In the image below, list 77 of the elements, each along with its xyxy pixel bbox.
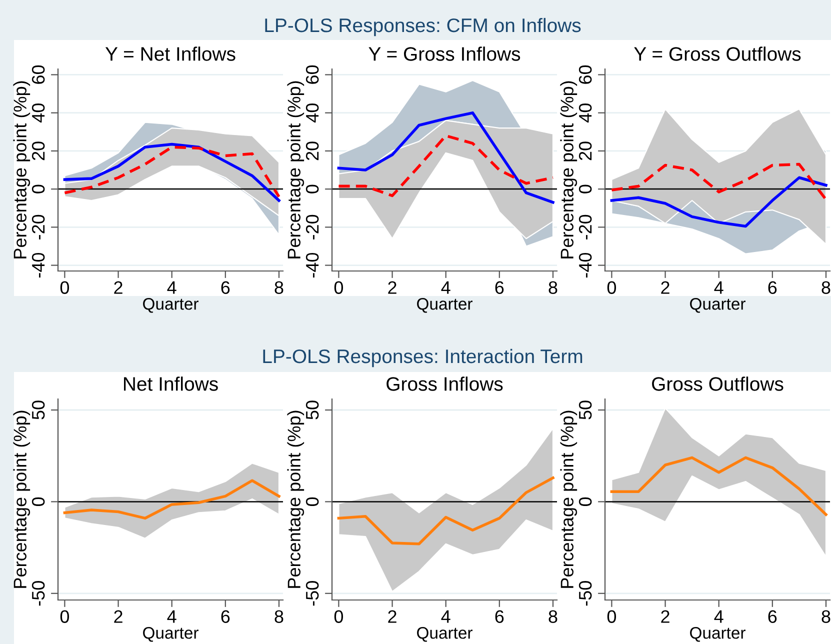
- x-tick-label: 6: [768, 281, 777, 294]
- y-tick-label: 50: [306, 400, 319, 420]
- text: LP-OLS Responses: Interaction Term: [263, 348, 582, 368]
- x-tick-label: 0: [334, 610, 344, 623]
- y-tick-label: 0: [32, 184, 45, 194]
- x-tick-label: 2: [661, 281, 670, 294]
- y-axis-title: Percentage point (%p): [287, 410, 304, 588]
- x-tick-label: 8: [822, 281, 830, 294]
- x-tick-label: 2: [114, 610, 122, 623]
- x-tick-label: 4: [714, 281, 724, 294]
- y-tick-label: 0: [306, 184, 319, 194]
- y-axis-title: Percentage point (%p): [560, 81, 578, 258]
- x-tick-label: 8: [548, 281, 558, 294]
- y-tick-label: -50: [306, 581, 319, 606]
- chart-title: Y = Gross Inflows: [368, 46, 520, 61]
- x-tick-label: 0: [607, 610, 616, 623]
- x-tick-label: 2: [661, 610, 670, 623]
- x-axis-title: Quarter: [690, 626, 746, 642]
- y-tick-label: 0: [306, 497, 319, 506]
- y-axis-title: Percentage point (%p): [560, 410, 578, 588]
- x-axis-title: Quarter: [417, 626, 472, 642]
- x-tick-label: 2: [388, 610, 396, 623]
- chart-title: Y = Gross Outflows: [634, 46, 801, 61]
- x-axis-title: Quarter: [417, 298, 472, 313]
- x-tick-label: 4: [167, 610, 176, 623]
- x-tick-label: 4: [167, 281, 176, 294]
- text: LP-OLS Responses: CFM on Inflows: [265, 18, 581, 36]
- y-tick-label: -40: [32, 252, 45, 278]
- x-tick-label: 0: [60, 281, 70, 294]
- y-tick-label: 60: [578, 65, 592, 84]
- x-axis-title: Quarter: [690, 298, 746, 313]
- y-tick-label: -50: [578, 581, 592, 606]
- chart-title: Gross Outflows: [652, 376, 784, 391]
- y-tick-label: -40: [578, 252, 592, 278]
- x-tick-label: 4: [714, 610, 724, 623]
- x-tick-label: 8: [548, 610, 558, 623]
- y-axis-title: Percentage point (%p): [13, 410, 30, 588]
- chart-title: Gross Inflows: [386, 376, 503, 391]
- y-tick-label: -50: [32, 581, 45, 606]
- x-tick-label: 6: [768, 610, 777, 623]
- y-axis-title: Percentage point (%p): [287, 81, 304, 258]
- y-tick-label: 0: [32, 497, 45, 506]
- x-axis-title: Quarter: [143, 298, 198, 313]
- y-tick-label: 0: [578, 184, 592, 194]
- y-tick-label: 20: [306, 142, 319, 160]
- y-tick-label: 40: [578, 103, 592, 122]
- chart-title: Y = Net Inflows: [105, 46, 236, 61]
- x-tick-label: 6: [221, 610, 230, 623]
- x-tick-label: 2: [388, 281, 396, 294]
- x-tick-label: 8: [822, 610, 830, 623]
- y-tick-label: 60: [306, 65, 319, 84]
- x-axis-title: Quarter: [143, 626, 198, 642]
- x-tick-label: 0: [60, 610, 70, 623]
- y-tick-label: 20: [578, 142, 592, 160]
- y-axis-title: Percentage point (%p): [13, 81, 30, 258]
- x-tick-label: 6: [495, 281, 504, 294]
- y-tick-label: 40: [306, 103, 319, 122]
- y-tick-label: -20: [306, 214, 319, 240]
- y-tick-label: 20: [32, 142, 45, 160]
- y-tick-label: -20: [32, 214, 45, 240]
- y-tick-label: -40: [306, 252, 319, 278]
- x-tick-label: 6: [495, 610, 504, 623]
- chart-title: Net Inflows: [124, 376, 218, 391]
- x-tick-label: 0: [334, 281, 344, 294]
- y-tick-label: 0: [578, 497, 592, 506]
- x-tick-label: 6: [221, 281, 230, 294]
- x-tick-label: 8: [274, 281, 284, 294]
- y-tick-label: 40: [32, 103, 45, 122]
- y-tick-label: 50: [32, 400, 45, 420]
- y-tick-label: -20: [578, 214, 592, 240]
- x-tick-label: 8: [274, 610, 284, 623]
- x-tick-label: 4: [441, 610, 450, 623]
- y-tick-label: 60: [32, 65, 45, 84]
- x-tick-label: 4: [441, 281, 450, 294]
- y-tick-label: 50: [578, 400, 592, 420]
- x-tick-label: 2: [114, 281, 122, 294]
- x-tick-label: 0: [607, 281, 616, 294]
